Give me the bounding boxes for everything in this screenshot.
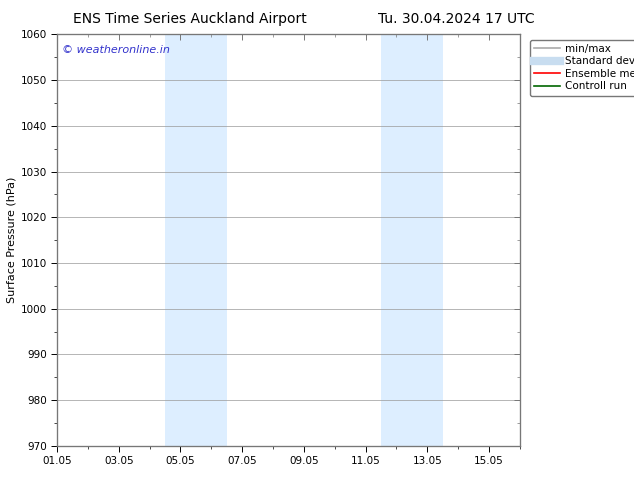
Text: ENS Time Series Auckland Airport: ENS Time Series Auckland Airport bbox=[74, 12, 307, 26]
Bar bbox=[165, 34, 227, 446]
Text: Tu. 30.04.2024 17 UTC: Tu. 30.04.2024 17 UTC bbox=[378, 12, 535, 26]
Legend: min/max, Standard deviation, Ensemble mean run, Controll run: min/max, Standard deviation, Ensemble me… bbox=[530, 40, 634, 96]
Y-axis label: Surface Pressure (hPa): Surface Pressure (hPa) bbox=[6, 177, 16, 303]
Text: © weatheronline.in: © weatheronline.in bbox=[61, 45, 169, 54]
Bar bbox=[381, 34, 443, 446]
